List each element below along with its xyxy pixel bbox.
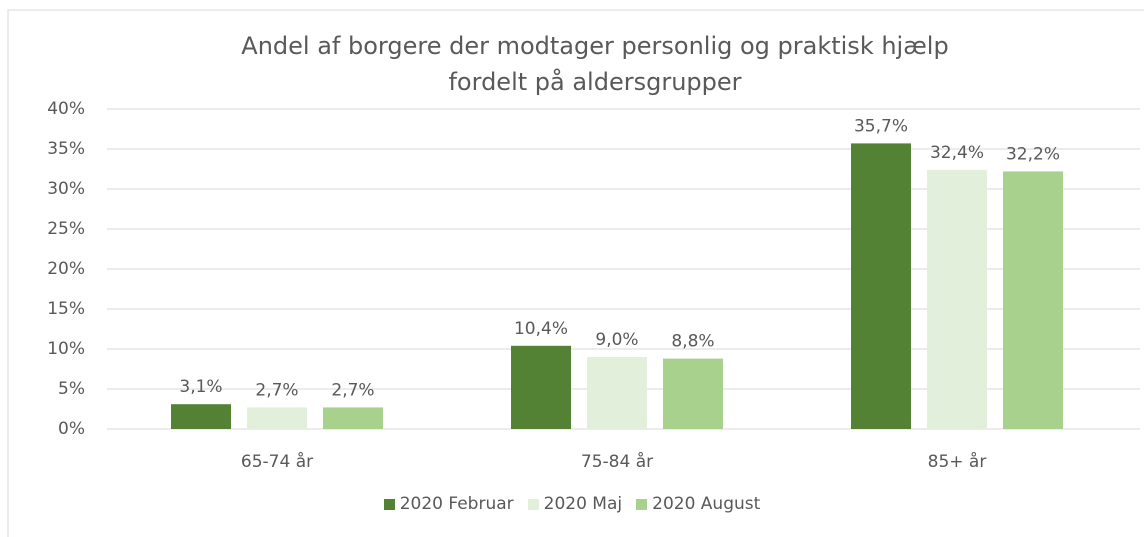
data-label: 35,7% (854, 116, 908, 136)
x-tick-label: 65-74 år (241, 451, 313, 472)
chart-title: Andel af borgere der modtager personlig … (241, 32, 949, 96)
data-label: 32,4% (930, 143, 984, 163)
bar (247, 407, 307, 429)
data-label: 9,0% (595, 330, 638, 350)
chart-frame (7, 9, 1144, 537)
bar (927, 169, 987, 430)
y-tick-label: 15% (47, 299, 85, 319)
bar (1003, 171, 1063, 429)
data-label: 2,7% (255, 380, 298, 400)
data-label: 8,8% (671, 332, 714, 352)
legend-swatch (636, 498, 648, 510)
legend-swatch (383, 498, 395, 510)
y-tick-label: 40% (47, 99, 85, 119)
y-tick-label: 10% (47, 339, 85, 359)
legend-label: 2020 Februar (399, 494, 514, 514)
y-tick-label: 20% (47, 259, 85, 279)
x-tick-label: 75-84 år (581, 451, 653, 472)
y-tick-label: 35% (47, 139, 85, 159)
legend-item: 2020 Februar (383, 494, 514, 514)
y-tick-label: 0% (58, 419, 85, 439)
y-tick-label: 25% (47, 219, 85, 239)
data-label: 32,2% (1006, 144, 1060, 164)
data-label: 10,4% (514, 319, 568, 339)
legend-label: 2020 August (652, 494, 761, 514)
bar (663, 358, 723, 429)
x-tick-label: 85+ år (928, 451, 987, 472)
legend-item: 2020 August (636, 494, 760, 514)
y-tick-label: 5% (58, 379, 85, 399)
bar (587, 357, 647, 429)
bar (171, 404, 231, 429)
bar (323, 407, 383, 429)
bar (851, 143, 911, 429)
legend-item: 2020 Maj (527, 494, 623, 514)
data-label: 2,7% (331, 380, 374, 400)
legend: 2020 Februar 2020 Maj 2020 August (0, 494, 1144, 514)
legend-label: 2020 Maj (543, 494, 623, 514)
y-tick-label: 30% (47, 179, 85, 199)
legend-swatch (527, 498, 539, 510)
bar (511, 345, 571, 429)
data-label: 3,1% (179, 377, 222, 397)
